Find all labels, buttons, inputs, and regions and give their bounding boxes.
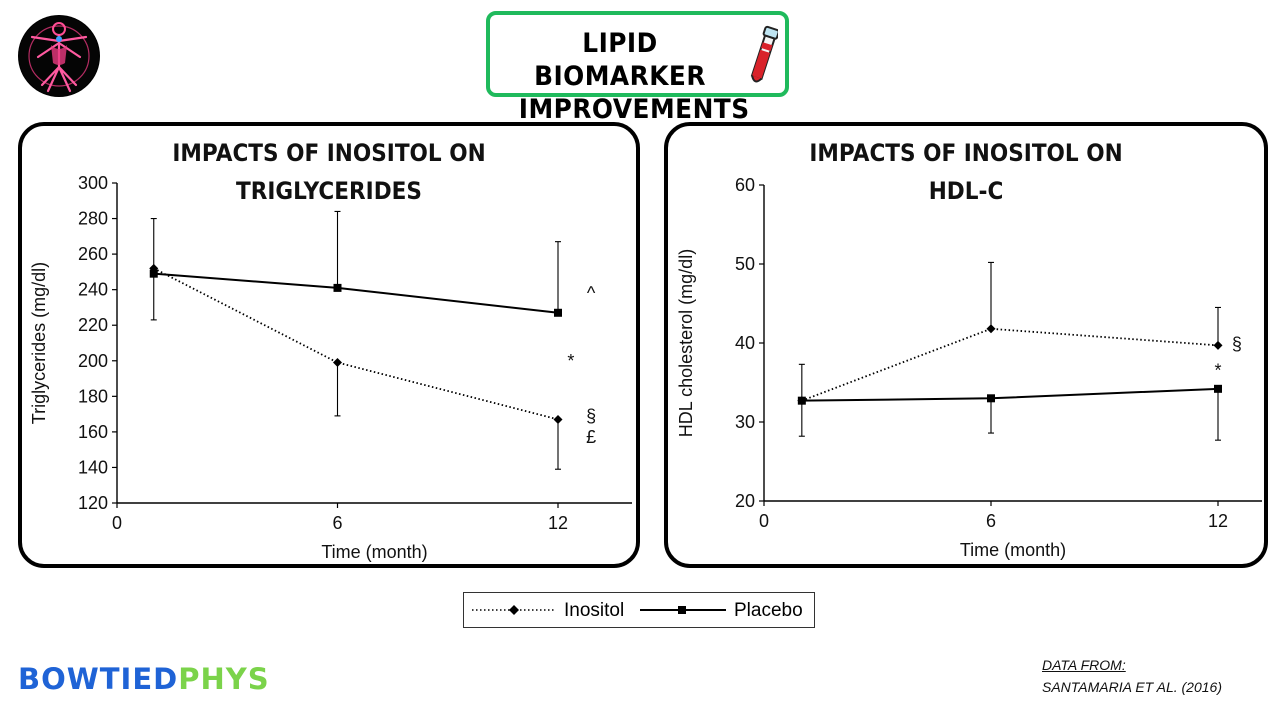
y-tick-label: 60 [735, 175, 755, 195]
series-line-inositol [801, 327, 1219, 402]
series-line-inositol [153, 267, 559, 421]
anatomy-figure-icon [19, 16, 99, 96]
series-line-placebo [153, 272, 559, 314]
data-point-inositol [553, 414, 563, 424]
significance-annotation: ^ [587, 283, 596, 303]
brand-logo [18, 15, 100, 97]
x-tick-label: 12 [1208, 511, 1228, 531]
x-tick-label: 6 [332, 513, 342, 533]
x-axis-label: Time (month) [960, 540, 1066, 560]
significance-annotation: § [586, 406, 596, 426]
y-tick-label: 140 [78, 457, 108, 477]
y-tick-label: 180 [78, 386, 108, 406]
legend-placebo-marker [678, 606, 686, 614]
data-point-inositol [333, 358, 342, 368]
data-point-placebo [1214, 384, 1222, 393]
data-source: DATA FROM: SANTAMARIA ET AL. (2016) [1042, 654, 1222, 698]
x-axis-label: Time (month) [321, 542, 427, 562]
data-point-placebo [333, 283, 342, 292]
panel-title-line-1: IMPACTS OF INOSITOL ON [172, 139, 486, 167]
legend-inositol-label: Inositol [564, 600, 624, 621]
panel-title-line-1: IMPACTS OF INOSITOL ON [809, 139, 1123, 167]
triglycerides-chart: 120 140 160 180 200 220 240 260 280 300 0 6 12 Time (… [29, 173, 632, 562]
data-point-placebo [797, 396, 806, 405]
hdl-chart: 20 30 40 50 60 0 6 12 Time (month) HDL cholestero… [676, 175, 1262, 560]
data-point-placebo [987, 394, 995, 403]
y-tick-label: 20 [735, 491, 755, 511]
hdl-panel: IMPACTS OF INOSITOL ON HDL-C 20 30 40 50 60 0… [664, 122, 1268, 568]
legend-inositol-marker [509, 605, 519, 615]
source-label: DATA FROM: [1042, 657, 1126, 673]
y-tick-label: 40 [735, 333, 755, 353]
title-line-2: IMPROVEMENTS [518, 94, 750, 125]
y-tick-label: 200 [78, 351, 108, 371]
y-tick-label: 280 [78, 209, 108, 229]
brand-wordmark: BOWTIEDPHYS [18, 662, 270, 696]
data-point-inositol [986, 324, 996, 334]
panel-title-line-2: TRIGLYCERIDES [236, 177, 422, 205]
legend-graphic: Inositol Placebo [472, 600, 803, 621]
x-tick-label: 0 [759, 511, 769, 531]
brand-part-2: PHYS [178, 662, 270, 696]
significance-annotation: * [1214, 361, 1221, 381]
legend-placebo-label: Placebo [734, 600, 803, 621]
y-axis-label: Triglycerides (mg/dl) [29, 262, 49, 424]
triglycerides-panel: IMPACTS OF INOSITOL ON TRIGLYCERIDES 120… [18, 122, 640, 568]
y-tick-label: 50 [735, 254, 755, 274]
x-tick-label: 12 [548, 513, 568, 533]
hdl-panel-title: IMPACTS OF INOSITOL ON HDL-C [668, 134, 1264, 210]
y-tick-label: 220 [78, 315, 108, 335]
y-tick-label: 120 [78, 493, 108, 513]
significance-annotation: § [1232, 334, 1242, 354]
x-tick-label: 0 [112, 513, 122, 533]
test-tube-icon [750, 25, 778, 83]
title-box: LIPID BIOMARKER IMPROVEMENTS [486, 11, 789, 125]
chart-legend: Inositol Placebo [463, 592, 815, 628]
triglycerides-panel-title: IMPACTS OF INOSITOL ON TRIGLYCERIDES [22, 134, 636, 210]
data-point-inositol [1213, 340, 1223, 350]
y-tick-label: 260 [78, 244, 108, 264]
y-axis-label: HDL cholesterol (mg/dl) [676, 249, 696, 437]
brand-part-1: BOWTIED [18, 662, 179, 696]
significance-annotation: * [567, 351, 574, 371]
page-title: LIPID BIOMARKER IMPROVEMENTS [518, 27, 750, 126]
significance-annotation: £ [586, 427, 596, 447]
y-tick-label: 300 [78, 173, 108, 193]
title-line-1: LIPID BIOMARKER [534, 28, 706, 92]
x-tick-label: 6 [986, 511, 996, 531]
panel-title-line-2: HDL-C [928, 177, 1004, 205]
data-point-placebo [149, 269, 158, 278]
series-line-placebo [801, 387, 1219, 402]
y-tick-label: 240 [78, 280, 108, 300]
y-tick-label: 30 [735, 412, 755, 432]
source-citation: SANTAMARIA ET AL. (2016) [1042, 679, 1222, 695]
y-tick-label: 160 [78, 422, 108, 442]
data-point-placebo [554, 308, 562, 317]
